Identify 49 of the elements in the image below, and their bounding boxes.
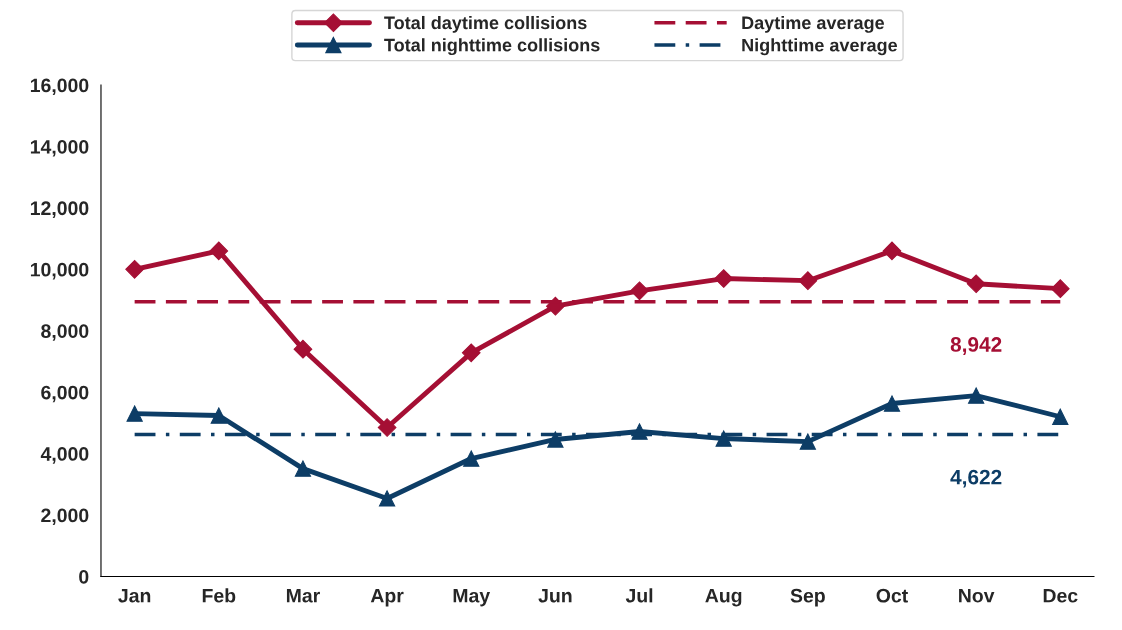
point <box>715 430 732 447</box>
point <box>377 418 397 437</box>
annotation: 8,942 <box>950 337 1002 355</box>
x-tick-label: Sep <box>790 588 825 607</box>
x-tick-label: Feb <box>202 588 236 603</box>
point <box>966 274 986 294</box>
point <box>630 281 649 301</box>
point <box>714 269 734 288</box>
y-tick-label: 4,000 <box>40 447 89 464</box>
point <box>1052 408 1069 425</box>
point <box>293 339 313 359</box>
y-tick-label: 2,000 <box>41 508 89 526</box>
point <box>883 395 901 412</box>
point <box>461 343 481 363</box>
x-tick-label: Oct <box>876 588 908 603</box>
y-tick-label: 8,000 <box>41 324 89 341</box>
y-tick-label: 0 <box>79 569 89 584</box>
y-tick-label: 10,000 <box>30 262 89 280</box>
point <box>882 241 902 261</box>
point <box>125 259 144 279</box>
y-tick-label: 6,000 <box>41 385 89 403</box>
point <box>378 490 396 507</box>
x-tick-label: Jun <box>538 588 572 603</box>
point <box>547 431 564 448</box>
x-tick-label: May <box>453 588 491 607</box>
point <box>294 460 312 477</box>
point <box>463 450 480 467</box>
x-tick-label: Aug <box>705 588 742 607</box>
point <box>799 433 816 450</box>
legend-label: Total daytime collisions <box>384 15 587 33</box>
x-tick-label: Nov <box>959 588 995 603</box>
x-tick-label: Apr <box>370 588 404 607</box>
annotation: 4,622 <box>950 469 1002 488</box>
x-tick-label: Jul <box>625 588 653 603</box>
point <box>209 241 229 261</box>
x-tick-label: Jan <box>118 588 151 603</box>
x-tick-label: Mar <box>286 588 320 603</box>
legend-label: Daytime average <box>742 15 885 33</box>
point <box>967 387 985 404</box>
point <box>1050 279 1070 299</box>
legend-label: Nighttime average <box>742 38 898 56</box>
point <box>210 407 227 424</box>
y-tick-label: 12,000 <box>30 201 89 218</box>
point <box>126 405 143 422</box>
x-tick-label: Dec <box>1043 588 1078 603</box>
point <box>798 271 818 291</box>
legend-label: Total nighttime collisions <box>384 38 600 56</box>
y-tick-label: 16,000 <box>30 78 89 96</box>
y-tick-label: 14,000 <box>30 139 89 157</box>
